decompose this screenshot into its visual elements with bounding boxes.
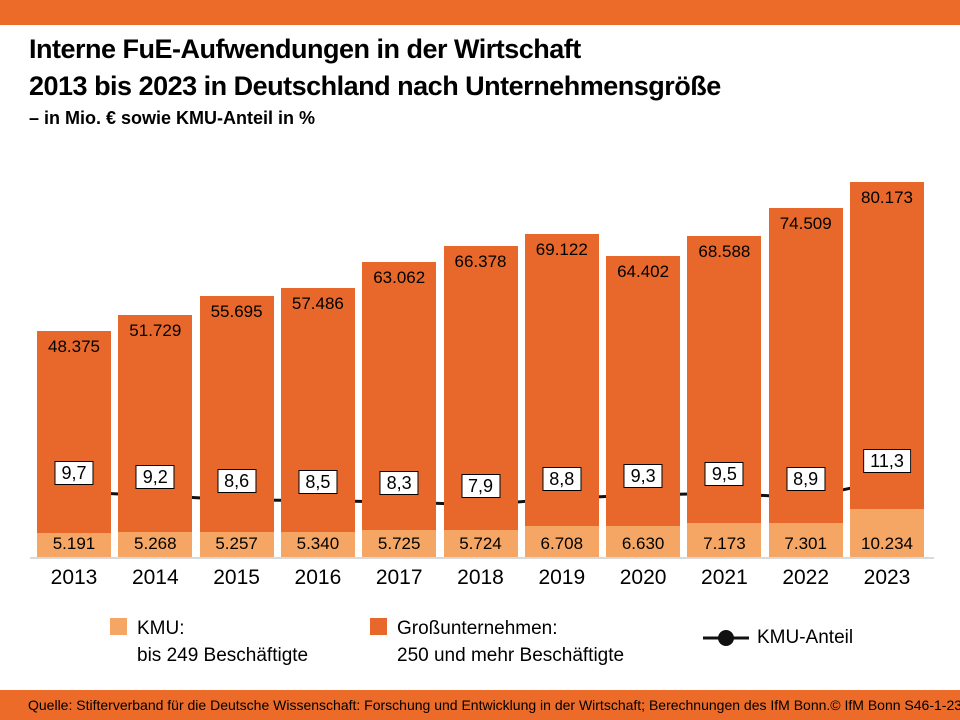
legend-share-label: KMU-Anteil xyxy=(757,627,854,648)
total-value-label: 48.375 xyxy=(48,337,100,356)
legend-gross-label: Großunternehmen: 250 und mehr Beschäftig… xyxy=(397,615,624,669)
page-title-line1: Interne FuE-Aufwendungen in der Wirtscha… xyxy=(29,34,581,64)
year-label: 2020 xyxy=(619,566,667,589)
kmu-share-box: 9,7 xyxy=(54,460,94,485)
gross-bar-segment xyxy=(280,288,355,532)
kmu-value-label: 5.268 xyxy=(134,534,177,553)
kmu-share-box: 7,9 xyxy=(460,473,501,498)
kmu-share-box: 9,2 xyxy=(135,464,175,489)
kmu-share-box: 8,6 xyxy=(217,468,257,493)
kmu-bar-segment xyxy=(687,523,762,557)
year-label: 2014 xyxy=(131,566,179,589)
kmu-value-label: 5.724 xyxy=(459,534,502,553)
kmu-value-label: 6.630 xyxy=(621,534,665,553)
kmu-bar-segment xyxy=(850,509,924,557)
year-label: 2019 xyxy=(538,566,586,589)
kmu-value-label: 5.257 xyxy=(215,534,258,553)
grossunternehmen-color-swatch xyxy=(370,618,387,635)
year-label: 2018 xyxy=(457,566,504,589)
year-label: 2015 xyxy=(213,566,260,589)
page-subtitle: – in Mio. € sowie KMU-Anteil in % xyxy=(29,108,316,128)
kmu-value-label: 10.234 xyxy=(861,534,913,553)
chart-area: 48.375 5.191 2013 9,7 51.729 5.268 2014 9,2 55.6… xyxy=(0,155,960,605)
kmu-bar-segment xyxy=(362,530,437,557)
source-note: Quelle: Stifterverband für die Deutsche … xyxy=(28,697,831,713)
line-marker-icon xyxy=(703,630,749,646)
kmu-share-box: 8,5 xyxy=(298,469,338,494)
legend-kmu-line2: bis 249 Beschäftigte xyxy=(137,645,309,666)
year-label: 2022 xyxy=(782,566,830,589)
year-label: 2021 xyxy=(701,566,748,589)
year-label: 2016 xyxy=(294,566,342,589)
kmu-bar-segment xyxy=(280,532,355,557)
total-value-label: 51.729 xyxy=(129,321,182,340)
total-value-label: 66.378 xyxy=(454,252,507,271)
legend-item-gross: Großunternehmen: 250 und mehr Beschäftig… xyxy=(370,615,624,669)
total-value-label: 74.509 xyxy=(779,214,832,233)
kmu-bar-segment xyxy=(524,526,599,557)
total-value-label: 55.695 xyxy=(210,302,263,321)
kmu-bar-segment xyxy=(118,532,193,557)
year-label: 2023 xyxy=(863,566,911,589)
kmu-bar-segment xyxy=(768,523,843,557)
kmu-color-swatch xyxy=(110,618,127,635)
total-value-label: 63.062 xyxy=(373,268,426,287)
legend-item-share: KMU-Anteil xyxy=(703,625,853,650)
copyright-note: © IfM Bonn S46-1-23 xyxy=(830,697,960,713)
kmu-share-box: 8,3 xyxy=(379,471,419,496)
top-accent-bar xyxy=(0,0,960,25)
kmu-bar-segment xyxy=(199,532,274,557)
kmu-share-box: 8,9 xyxy=(786,466,826,491)
kmu-value-label: 7.173 xyxy=(703,534,746,553)
total-value-label: 57.486 xyxy=(291,294,344,313)
total-value-label: 69.122 xyxy=(535,240,588,259)
year-label: 2013 xyxy=(50,566,98,589)
page-title-line2: 2013 bis 2023 in Deutschland nach Untern… xyxy=(29,71,721,101)
kmu-value-label: 6.708 xyxy=(540,534,584,553)
kmu-value-label: 5.191 xyxy=(52,534,96,553)
chart-legend: KMU: bis 249 Beschäftigte Großunternehme… xyxy=(0,612,960,670)
kmu-share-box: 9,5 xyxy=(704,462,744,487)
kmu-value-label: 7.301 xyxy=(784,534,827,553)
legend-gross-line2: 250 und mehr Beschäftigte xyxy=(397,645,625,666)
total-value-label: 64.402 xyxy=(617,262,670,281)
kmu-bar-segment xyxy=(443,530,518,557)
kmu-bar-segment xyxy=(37,533,111,557)
kmu-share-box: 9,3 xyxy=(623,463,663,488)
legend-gross-line1: Großunternehmen: xyxy=(397,618,558,639)
legend-kmu-line1: KMU: xyxy=(137,618,185,639)
kmu-bar-segment xyxy=(606,526,681,557)
gross-bar-segment xyxy=(199,296,274,532)
kmu-share-box: 8,8 xyxy=(542,467,582,492)
legend-kmu-label: KMU: bis 249 Beschäftigte xyxy=(137,615,308,669)
kmu-share-box: 11,3 xyxy=(863,449,911,474)
gross-bar-segment xyxy=(118,315,193,532)
year-label: 2017 xyxy=(375,566,423,589)
kmu-value-label: 5.725 xyxy=(377,534,421,553)
total-value-label: 80.173 xyxy=(861,188,913,207)
footer-bar: Quelle: Stifterverband für die Deutsche … xyxy=(0,690,960,720)
x-axis-line xyxy=(30,557,934,559)
gross-bar-segment xyxy=(37,331,111,533)
total-value-label: 68.588 xyxy=(698,242,751,261)
legend-item-kmu: KMU: bis 249 Beschäftigte xyxy=(110,615,308,669)
kmu-value-label: 5.340 xyxy=(296,534,340,553)
